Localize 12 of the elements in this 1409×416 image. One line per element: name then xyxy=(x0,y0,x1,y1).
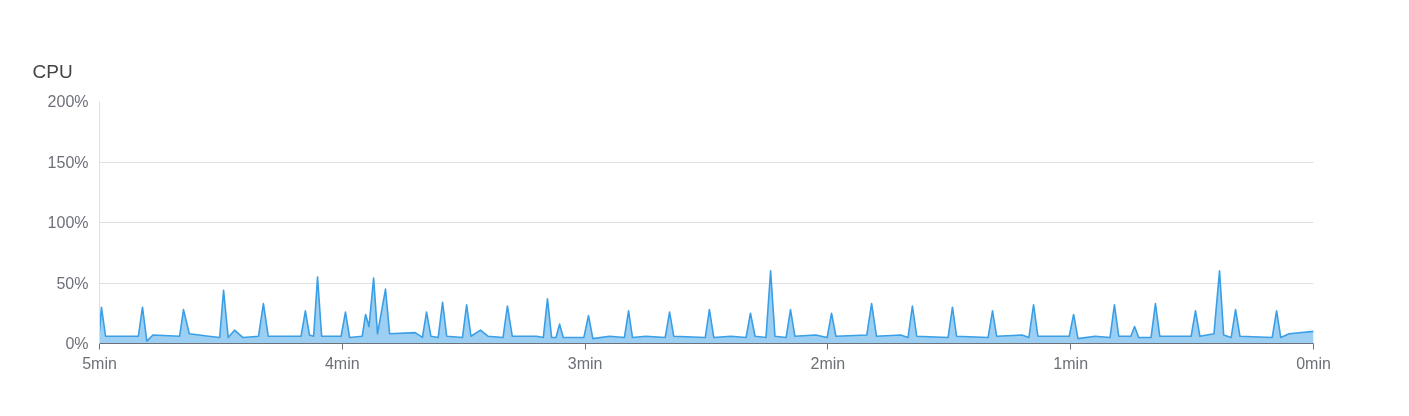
y-tick-label: 0% xyxy=(65,335,89,352)
x-tick-label: 2min xyxy=(810,354,846,372)
x-tick-label: 1min xyxy=(1053,354,1089,372)
y-tick-label: 100% xyxy=(47,214,89,231)
chart-title: CPU xyxy=(32,60,73,82)
y-tick-label: 50% xyxy=(56,274,89,292)
x-tick-label: 0min xyxy=(1296,354,1331,372)
x-tick-label: 3min xyxy=(567,354,603,372)
y-tick-label: 200% xyxy=(47,93,89,110)
x-tick-label: 5min xyxy=(82,354,117,372)
x-tick-label: 4min xyxy=(324,354,360,372)
y-tick-label: 150% xyxy=(47,153,89,171)
